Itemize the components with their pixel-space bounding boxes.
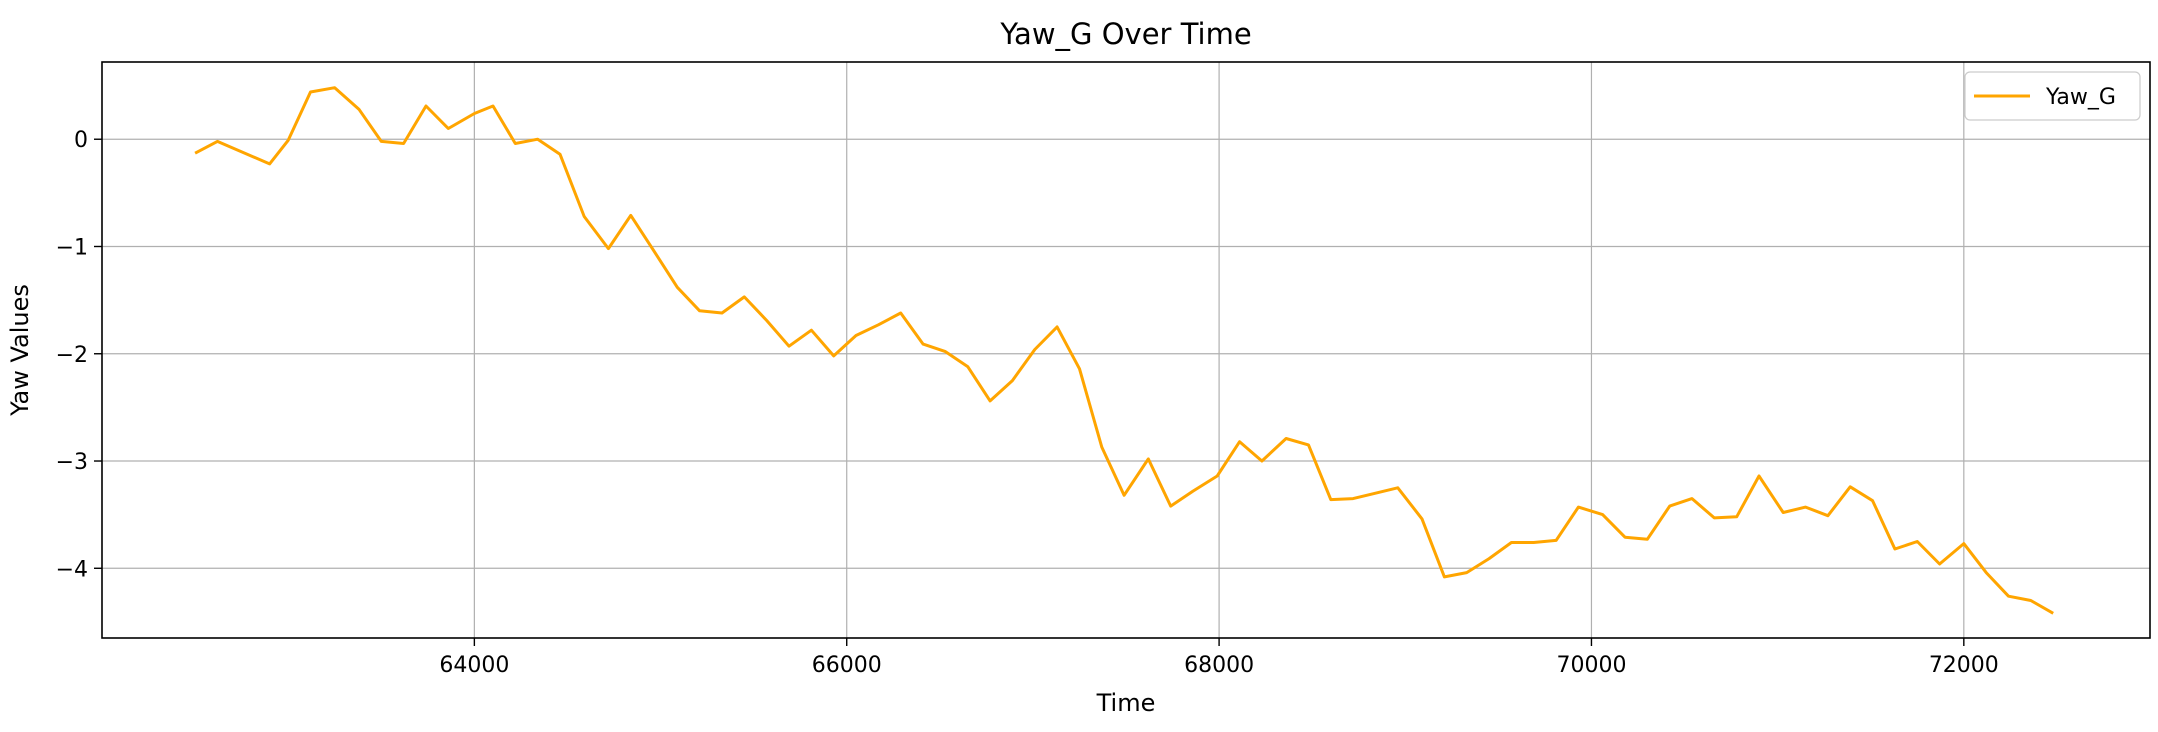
x-tick-label: 70000 bbox=[1556, 653, 1626, 678]
axis-ticks: 64000 66000 68000 70000 72000 0 −1 −2 −3 −4 bbox=[56, 128, 1999, 678]
legend-label-yaw-g: Yaw_G bbox=[2045, 85, 2116, 110]
y-axis-title: Yaw Values bbox=[6, 284, 34, 417]
legend-box bbox=[1964, 71, 2141, 121]
plot-area bbox=[194, 86, 2054, 615]
series-line-yaw-g bbox=[194, 86, 2054, 615]
y-tick-label: 0 bbox=[74, 128, 88, 153]
x-tick-label: 72000 bbox=[1929, 653, 1999, 678]
x-tick-label: 64000 bbox=[439, 653, 509, 678]
chart-title: Yaw_G Over Time bbox=[999, 17, 1251, 51]
plot-frame bbox=[101, 61, 2151, 639]
y-tick-label: −4 bbox=[56, 557, 88, 582]
y-tick-label: −1 bbox=[56, 235, 88, 260]
grid bbox=[102, 62, 2150, 638]
y-tick-label: −2 bbox=[56, 343, 88, 368]
legend: Yaw_G bbox=[1964, 71, 2141, 121]
x-tick-label: 66000 bbox=[812, 653, 882, 678]
x-tick-label: 68000 bbox=[1184, 653, 1254, 678]
x-axis-title: Time bbox=[1096, 689, 1156, 717]
y-tick-label: −3 bbox=[56, 450, 88, 475]
